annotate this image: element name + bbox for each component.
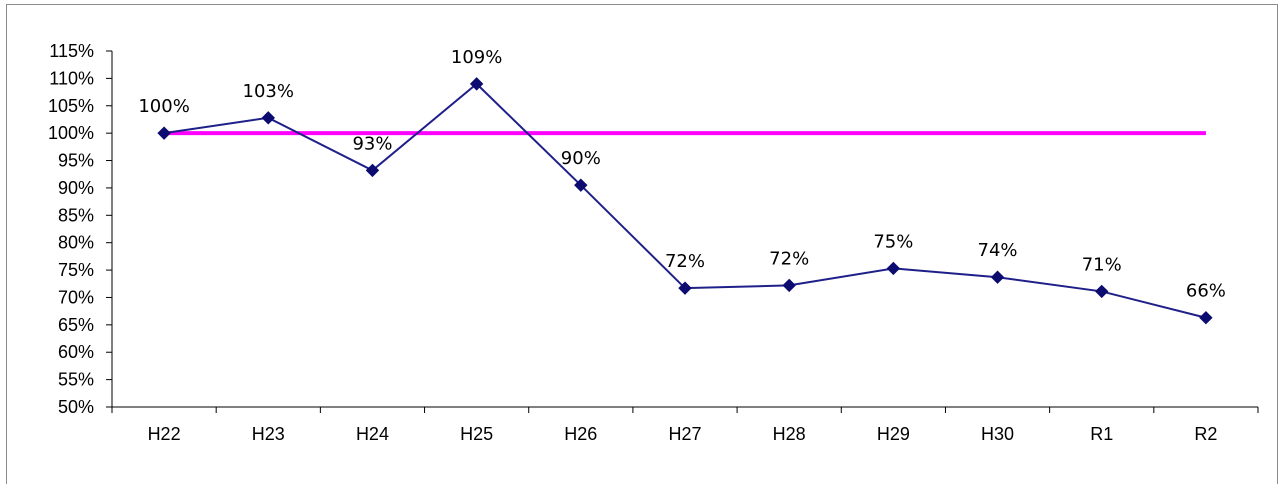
y-tick-label: 110% — [49, 68, 94, 88]
y-tick-label: 95% — [58, 151, 94, 171]
data-point-marker — [886, 261, 901, 276]
x-tick-label: H22 — [148, 424, 181, 444]
data-point-marker — [261, 111, 275, 125]
data-point-marker — [782, 278, 796, 293]
x-tick-label: H30 — [981, 424, 1014, 444]
chart-axes: 50% 55% 60% 65% 70% 75% 80% 85% 90% 95% 100% 105% 11… — [48, 41, 1259, 444]
y-tick-label: 50% — [58, 397, 94, 417]
data-label: 109% — [451, 47, 502, 68]
x-tick-label: H23 — [252, 424, 285, 444]
x-tick-label: R2 — [1194, 424, 1217, 444]
data-label: 66% — [1186, 281, 1226, 302]
data-point-marker — [1199, 311, 1213, 325]
y-tick-label: 65% — [58, 315, 94, 335]
x-tick-label: R1 — [1090, 424, 1113, 444]
data-point-marker — [469, 77, 484, 91]
data-label: 90% — [561, 148, 601, 169]
data-point-marker — [574, 178, 588, 192]
data-label: 72% — [769, 248, 809, 269]
x-tick-label: H24 — [356, 424, 389, 444]
data-point-marker — [1095, 284, 1109, 299]
y-tick-label: 115% — [49, 41, 94, 61]
data-point-marker — [365, 163, 380, 178]
x-tick-label: H26 — [564, 424, 597, 444]
data-label: 103% — [243, 81, 294, 102]
x-tick-label: H28 — [773, 424, 806, 444]
series-layer — [157, 77, 1213, 325]
data-label: 100% — [138, 96, 189, 117]
y-tick-label: 70% — [58, 287, 94, 307]
data-label: 93% — [352, 133, 392, 154]
y-tick-label: 105% — [48, 96, 94, 116]
data-label: 74% — [978, 240, 1018, 261]
y-tick-label: 90% — [58, 178, 94, 198]
y-tick-label: 75% — [58, 260, 94, 280]
x-tick-label: H25 — [460, 424, 493, 444]
y-tick-label: 60% — [58, 342, 94, 362]
data-label: 75% — [873, 231, 913, 252]
data-label: 71% — [1082, 254, 1122, 275]
data-labels-layer: 100% 103% 93% 109% 90% 72% 72% 75% 74% 71% 66% — [138, 47, 1226, 302]
data-point-marker — [990, 270, 1005, 284]
chart-frame — [6, 4, 1278, 484]
data-point-marker — [678, 281, 692, 295]
y-tick-label: 55% — [58, 370, 94, 390]
y-tick-label: 80% — [58, 233, 94, 253]
data-point-marker — [157, 126, 171, 140]
x-tick-label: H29 — [877, 424, 910, 444]
x-tick-label: H27 — [668, 424, 701, 444]
y-tick-label: 100% — [48, 123, 94, 143]
y-tick-label: 85% — [58, 205, 94, 225]
data-label: 72% — [665, 251, 705, 272]
